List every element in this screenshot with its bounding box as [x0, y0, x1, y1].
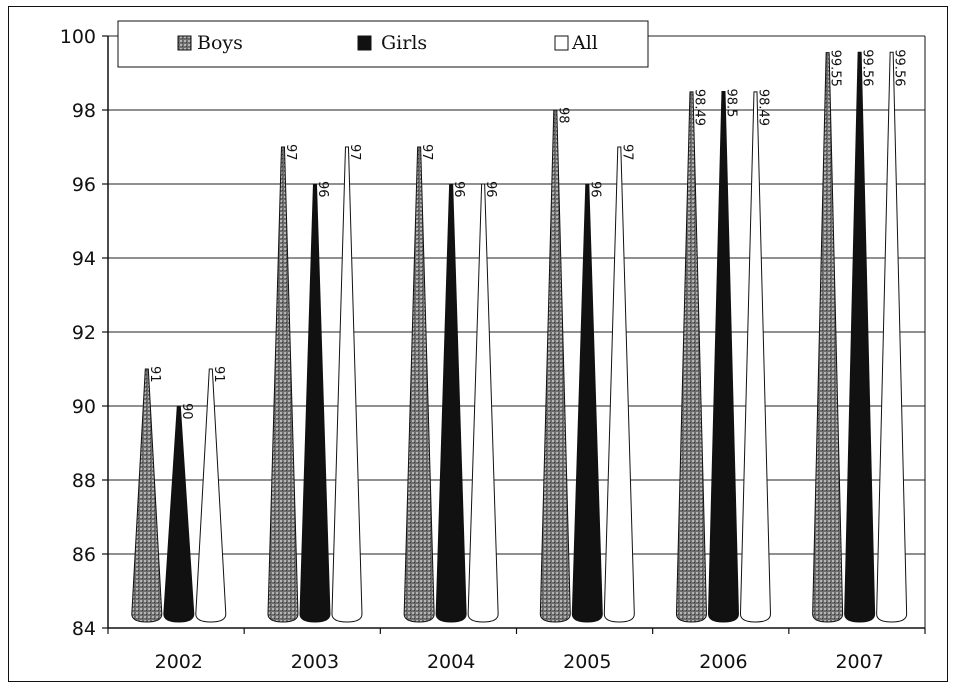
- data-label: 97: [347, 144, 362, 161]
- data-label: 96: [587, 181, 602, 198]
- data-label: 91: [211, 366, 226, 383]
- data-label: 99.55: [828, 50, 843, 87]
- data-label: 96: [483, 181, 498, 198]
- x-tick-label: 2006: [699, 651, 747, 673]
- data-label: 98.49: [691, 89, 706, 126]
- y-tick-label: 88: [72, 470, 96, 492]
- data-label: 97: [283, 144, 298, 161]
- data-label: 98: [555, 107, 570, 124]
- data-label: 99.56: [860, 49, 875, 86]
- x-tick-label: 2005: [563, 651, 611, 673]
- data-label: 98.5: [723, 89, 738, 118]
- data-label: 96: [451, 181, 466, 198]
- bar-boys: [403, 146, 435, 623]
- x-tick-label: 2007: [835, 651, 883, 673]
- bar-boys: [267, 146, 299, 623]
- data-label: 99.56: [892, 49, 907, 86]
- legend-swatch-all: [554, 35, 569, 51]
- x-tick-label: 2003: [291, 651, 339, 673]
- bar-boys: [539, 109, 571, 623]
- legend-swatch-girls: [357, 35, 372, 51]
- y-tick-label: 94: [72, 248, 96, 270]
- bar-boys: [131, 368, 163, 623]
- bar-all: [603, 146, 635, 623]
- y-tick-labels: 84 86 88 90 92 94 96 98 100: [60, 26, 108, 640]
- gridlines: [108, 35, 925, 555]
- legend-swatch-boys: [177, 35, 192, 51]
- bar-girls: [435, 183, 467, 623]
- y-tick-label: 96: [72, 174, 96, 196]
- y-tick-label: 84: [72, 618, 96, 640]
- bar-all: [739, 91, 771, 623]
- y-tick-label: 90: [72, 396, 96, 418]
- y-tick-label: 100: [60, 26, 96, 48]
- data-label: 96: [315, 181, 330, 198]
- data-label: 97: [419, 144, 434, 161]
- y-tick-label: 86: [72, 544, 96, 566]
- bar-girls: [163, 405, 195, 623]
- bar-boys: [812, 52, 844, 623]
- bar-all: [331, 146, 363, 623]
- data-label: 97: [619, 144, 634, 161]
- y-tick-label: 92: [72, 322, 96, 344]
- bars: [131, 51, 908, 623]
- x-tick-label: 2002: [155, 651, 203, 673]
- data-label: 90: [179, 403, 194, 420]
- bar-all: [876, 51, 908, 623]
- legend-label-girls: Girls: [381, 32, 427, 54]
- x-tick-labels: 2002 2003 2004 2005 2006 2007: [107, 628, 926, 673]
- bar-girls: [299, 183, 331, 623]
- legend-label-all: All: [571, 32, 598, 54]
- bar-all: [467, 183, 499, 623]
- data-label: 91: [147, 366, 162, 383]
- x-tick-label: 2004: [427, 651, 475, 673]
- bar-all: [195, 368, 227, 623]
- legend-label-boys: Boys: [197, 32, 243, 54]
- data-labels: 91 90 91 97 96 97 97 96 96 98 96 97 98.49 98.5 98.49 99…: [147, 49, 907, 419]
- bar-girls: [571, 183, 603, 623]
- bar-boys: [675, 91, 707, 623]
- legend: Boys Girls All: [117, 20, 649, 68]
- bar-girls: [707, 91, 739, 623]
- bar-girls: [844, 51, 876, 623]
- data-label: 98.49: [755, 89, 770, 126]
- y-tick-label: 98: [72, 100, 96, 122]
